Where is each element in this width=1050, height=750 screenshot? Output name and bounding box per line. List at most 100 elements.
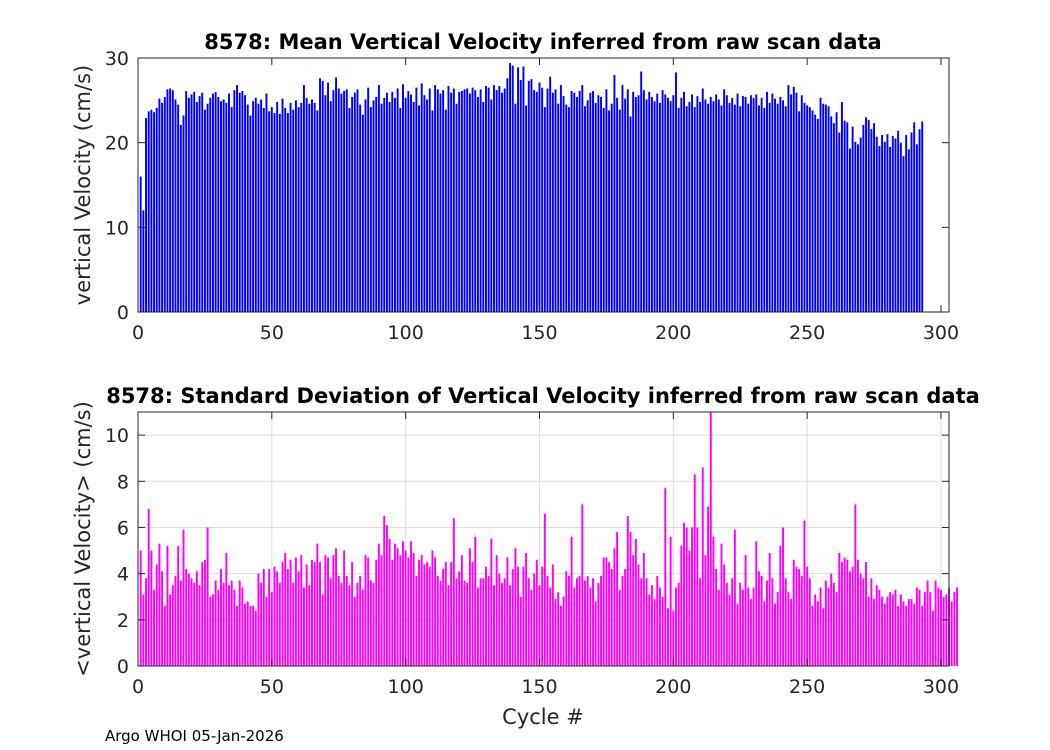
std-velocity-bar [953,592,956,666]
std-velocity-bar [203,559,206,666]
mean-velocity-bar [450,92,453,313]
mean-velocity-bar [645,99,648,313]
mean-velocity-bar [142,210,145,312]
std-velocity-bar [915,587,918,666]
std-velocity-bar [653,599,656,666]
std-velocity-bar [383,515,386,666]
mean-velocity-bar [910,132,913,312]
std-velocity-bar [677,582,680,666]
mean-velocity-bar [171,90,174,312]
mean-velocity-bar [458,91,461,313]
mean-velocity-bar [321,80,324,312]
std-velocity-xtick-label-6: 300 [923,676,959,698]
mean-velocity-bar [286,113,289,312]
mean-velocity-xtick-label-5: 250 [789,322,825,344]
std-velocity-bar [798,569,801,666]
mean-velocity-bar [228,93,230,312]
std-velocity-bar [209,596,212,666]
std-velocity-bar [415,575,418,666]
std-velocity-bar [155,564,158,666]
std-velocity-bar [728,594,731,666]
mean-velocity-bar [203,109,206,313]
mean-velocity-bar [193,91,196,313]
std-velocity-bar [779,545,782,666]
std-velocity-bar [418,559,421,666]
mean-velocity-bar [233,90,236,312]
mean-velocity-bar [402,84,404,312]
std-velocity-bar [782,527,785,666]
mean-velocity-bar [268,111,271,312]
std-velocity-bar [466,582,469,666]
mean-velocity-bar [476,96,479,312]
mean-velocity-bar [388,102,391,312]
std-velocity-xtick-label-1: 50 [260,676,284,698]
mean-velocity-bar [739,106,742,312]
std-velocity-bar [559,605,562,666]
std-velocity-bar [870,578,873,666]
mean-velocity-bar [147,111,150,312]
mean-velocity-bar [214,91,217,313]
mean-velocity-bar [514,103,517,312]
mean-velocity-bar [883,141,886,312]
std-velocity-bar [725,582,728,666]
mean-velocity-bar [867,119,870,312]
std-velocity-bar [270,592,273,666]
std-velocity-bar [827,587,830,666]
std-velocity-bar [565,571,568,666]
mean-velocity-bar [798,111,801,312]
std-velocity-bar [214,580,217,666]
std-velocity-bar [198,585,201,666]
std-velocity-bar [289,559,292,666]
std-velocity-bar [410,541,412,666]
mean-velocity-bar [650,96,653,312]
std-velocity-bar [297,571,300,666]
std-velocity-bar [356,582,359,666]
std-velocity-bar [343,550,346,666]
std-velocity-bar [840,562,843,666]
std-velocity-ylabel: <vertical Velocity> (cm/s) [71,401,95,677]
mean-velocity-bar [661,90,664,312]
std-velocity-bar [163,605,166,666]
mean-velocity-bar [163,96,166,312]
std-velocity-bar [621,575,624,666]
std-velocity-xtick-label-4: 200 [655,676,691,698]
std-velocity-bar [592,578,594,666]
mean-velocity-bar [222,99,225,313]
std-velocity-bar [707,506,710,666]
std-velocity-bar [233,589,236,666]
std-velocity-bar [549,587,552,666]
std-velocity-bar [843,557,846,666]
mean-velocity-bar [276,102,279,312]
mean-velocity-bar [452,88,455,312]
std-velocity-bar [402,541,404,666]
mean-velocity-bar [198,96,201,312]
std-velocity-bar [934,580,937,666]
mean-velocity-bar [865,117,867,313]
mean-velocity-bar [487,87,490,312]
mean-velocity-bar [399,107,402,312]
mean-velocity-bar [768,102,771,313]
mean-velocity-bar [862,124,865,312]
mean-velocity-bar [396,88,399,312]
std-velocity-bar [766,580,768,666]
std-velocity-bar [244,603,247,666]
mean-velocity-bar [297,107,300,312]
mean-velocity-bar [664,94,667,312]
std-velocity-bar [302,587,305,666]
std-velocity-bar [760,575,763,666]
std-velocity-bar [268,569,271,666]
mean-velocity-bar [418,105,421,312]
mean-velocity-bar [273,113,276,312]
std-velocity-bar [431,550,434,666]
std-velocity-bar [589,587,592,666]
mean-velocity-bar [493,85,495,312]
std-velocity-bar [436,575,439,666]
mean-velocity-bar [463,89,466,312]
mean-velocity-bar [795,92,798,313]
mean-velocity-bar [294,100,297,312]
mean-velocity-bar [792,86,795,312]
mean-velocity-bar [667,97,669,312]
mean-velocity-bar [391,91,394,313]
mean-velocity-bar [549,76,552,312]
